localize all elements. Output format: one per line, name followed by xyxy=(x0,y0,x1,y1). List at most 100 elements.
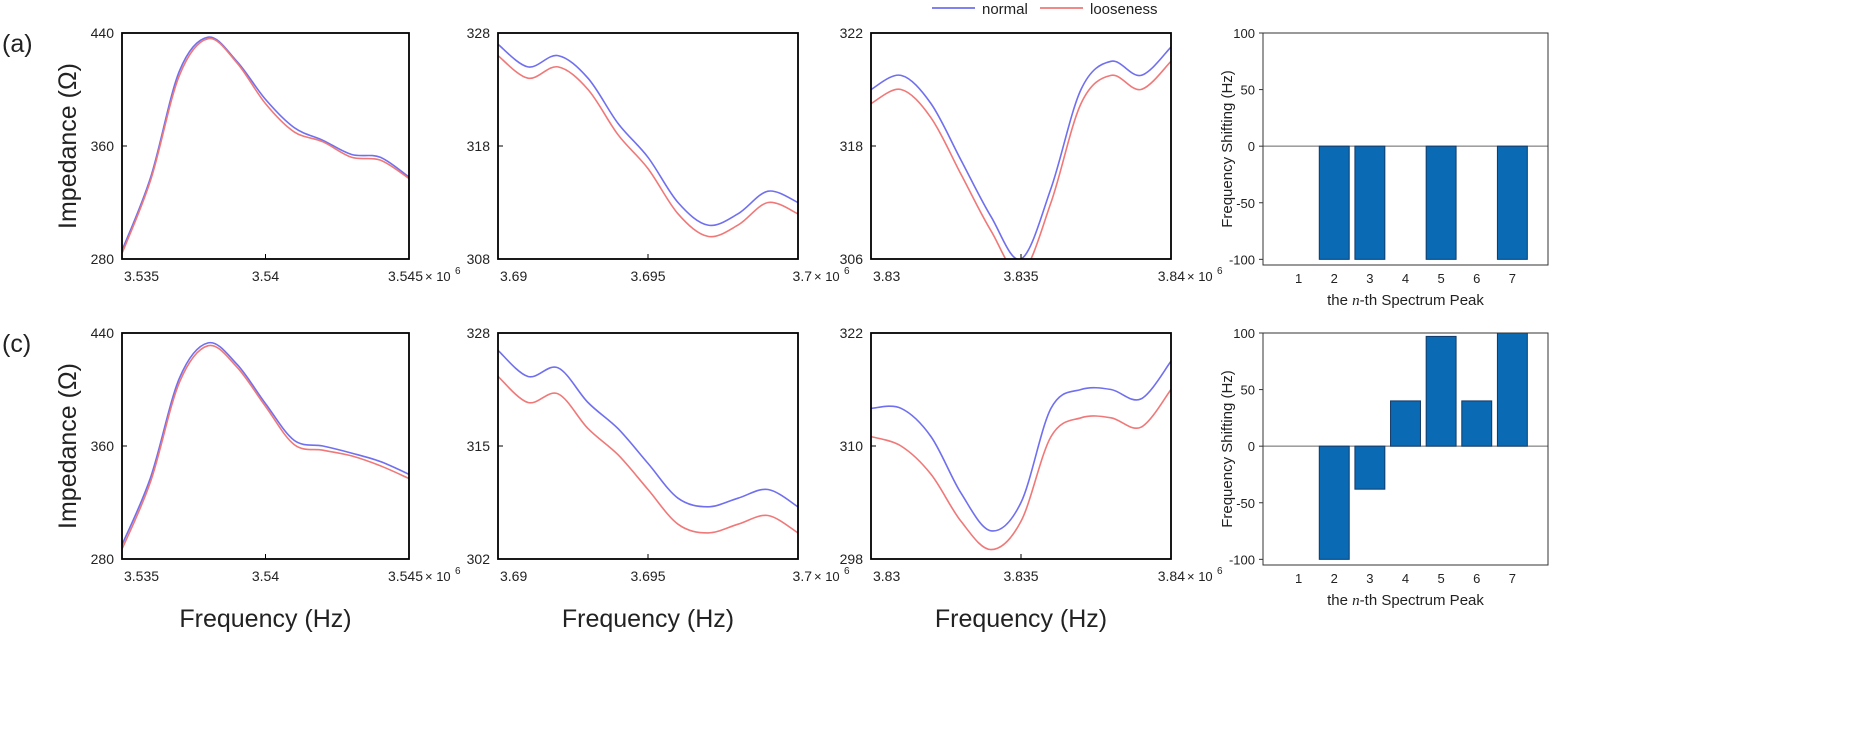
panel-a1: 280 360 440 3.535 3.54 3.545 × 10 6 Impedance (Ω… xyxy=(54,25,461,284)
x-tick-label: 3.535 xyxy=(124,268,159,284)
axis-exponent-label: × 10 xyxy=(1187,269,1213,284)
plot-frame xyxy=(1262,32,1549,266)
panel-d1: 1 2 3 4 5 6 7 -100 -50 0 50 100 Frequency Shifting (… xyxy=(1219,326,1549,609)
x-tick-label: 3.7 xyxy=(793,568,813,584)
x-tick-label: 3.695 xyxy=(630,568,665,584)
x-tick-label: 6 xyxy=(1473,571,1480,586)
axis-exponent-label: × 10 xyxy=(814,269,840,284)
plot-frame xyxy=(870,32,1172,260)
x-tick-label: 1 xyxy=(1295,271,1302,286)
x-tick-label: 3.83 xyxy=(873,268,900,284)
bar-5 xyxy=(1425,145,1457,260)
series-line-normal xyxy=(498,349,798,508)
axis-exponent-label: × 10 xyxy=(814,569,840,584)
y-tick-label: 310 xyxy=(840,438,864,454)
plot-frame xyxy=(497,332,799,560)
y-tick-label: 360 xyxy=(91,438,115,454)
y-tick-label: 322 xyxy=(840,325,864,341)
y-tick-label: -100 xyxy=(1229,552,1255,567)
y-tick-label: 306 xyxy=(840,251,864,267)
y-tick-label: 100 xyxy=(1233,26,1255,41)
y-axis-label: Impedance (Ω) xyxy=(54,63,82,229)
bar-y-axis-label: Frequency Shifting (Hz) xyxy=(1219,70,1236,228)
y-tick-label: 318 xyxy=(840,138,864,154)
series-line-looseness xyxy=(498,375,798,534)
x-tick-label: 3.69 xyxy=(500,268,527,284)
panel-c2: 302 315 328 3.69 3.695 3.7 × 10 6 Frequency (Hz) xyxy=(467,325,850,633)
y-tick-label: 440 xyxy=(91,325,115,341)
axis-exponent-label: × 10 xyxy=(1187,569,1213,584)
bar-2 xyxy=(1318,145,1350,260)
y-tick-label: 322 xyxy=(840,25,864,41)
y-tick-label: 328 xyxy=(467,325,491,341)
series-line-normal xyxy=(498,43,798,227)
y-tick-label: 50 xyxy=(1241,83,1255,98)
y-tick-label: 328 xyxy=(467,25,491,41)
bar-x-label-n: n xyxy=(1352,293,1360,309)
x-axis-label: Frequency (Hz) xyxy=(562,605,734,633)
x-tick-label: 3.7 xyxy=(793,268,813,284)
x-tick-label: 4 xyxy=(1402,271,1409,286)
bar-y-axis-label: Frequency Shifting (Hz) xyxy=(1219,370,1236,528)
x-tick-label: 3 xyxy=(1366,271,1373,286)
legend: normal looseness xyxy=(932,1,1158,18)
x-tick-label: 5 xyxy=(1438,571,1445,586)
y-tick-label: 280 xyxy=(91,251,115,267)
bar-7 xyxy=(1496,332,1528,447)
legend-looseness-label: looseness xyxy=(1090,1,1158,18)
panel-a2: 308 318 328 3.69 3.695 3.7 × 10 6 xyxy=(467,25,850,284)
bar-x-label-n: n xyxy=(1352,593,1360,609)
plot-frame xyxy=(497,32,799,260)
y-tick-label: -50 xyxy=(1236,496,1255,511)
plot-frame xyxy=(870,332,1172,560)
y-tick-label: 0 xyxy=(1248,439,1255,454)
x-tick-label: 3.835 xyxy=(1003,568,1038,584)
bar-x-label-post: -th Spectrum Peak xyxy=(1360,592,1485,609)
x-tick-label: 3.69 xyxy=(500,568,527,584)
x-tick-label: 3.545 xyxy=(388,268,423,284)
series-line-normal xyxy=(871,46,1171,259)
bar-3 xyxy=(1354,145,1386,260)
y-tick-label: 315 xyxy=(467,438,491,454)
y-tick-label: 100 xyxy=(1233,326,1255,341)
series-line-normal xyxy=(871,360,1171,532)
series-line-looseness xyxy=(871,60,1171,259)
x-tick-label: 3.54 xyxy=(252,268,279,284)
plot-frame xyxy=(1262,332,1549,566)
x-tick-label: 3.835 xyxy=(1003,268,1038,284)
panel-c1: 280 360 440 3.535 3.54 3.545 × 10 6 Impedance (Ω… xyxy=(54,325,461,633)
y-tick-label: 318 xyxy=(467,138,491,154)
legend-normal-label: normal xyxy=(982,1,1028,18)
bar-4 xyxy=(1390,400,1421,447)
axis-exponent-power: 6 xyxy=(455,266,461,277)
bar-x-axis-label: the n-th Spectrum Peak xyxy=(1327,292,1484,309)
x-tick-label: 3.54 xyxy=(252,568,279,584)
x-tick-label: 3.83 xyxy=(873,568,900,584)
panel-c3: 298 310 322 3.83 3.835 3.84 × 10 6 Frequency (Hz… xyxy=(840,325,1223,633)
row-label-a: (a) xyxy=(2,30,33,58)
series-line-normal xyxy=(122,36,409,251)
series-line-normal xyxy=(122,341,409,546)
x-tick-label: 2 xyxy=(1331,571,1338,586)
panel-a3: 306 318 322 3.83 3.835 3.84 × 10 6 xyxy=(840,25,1223,284)
axis-exponent-power: 6 xyxy=(455,566,461,577)
bar-x-label-pre: the xyxy=(1327,592,1352,609)
x-tick-label: 4 xyxy=(1402,571,1409,586)
x-axis-label: Frequency (Hz) xyxy=(179,605,351,633)
y-axis-label: Impedance (Ω) xyxy=(54,363,82,529)
axis-exponent-power: 6 xyxy=(844,266,850,277)
x-tick-label: 3.535 xyxy=(124,568,159,584)
x-tick-label: 3.695 xyxy=(630,268,665,284)
x-tick-label: 7 xyxy=(1509,571,1516,586)
row-label-c: (c) xyxy=(2,330,31,358)
x-tick-label: 7 xyxy=(1509,271,1516,286)
series-line-looseness xyxy=(871,389,1171,551)
x-tick-label: 5 xyxy=(1438,271,1445,286)
x-tick-label: 3.545 xyxy=(388,568,423,584)
y-tick-label: 298 xyxy=(840,551,864,567)
y-tick-label: -50 xyxy=(1236,196,1255,211)
y-tick-label: -100 xyxy=(1229,252,1255,267)
panel-b1: 1 2 3 4 5 6 7 -100 -50 0 50 100 Frequency Shifting (… xyxy=(1219,26,1549,309)
